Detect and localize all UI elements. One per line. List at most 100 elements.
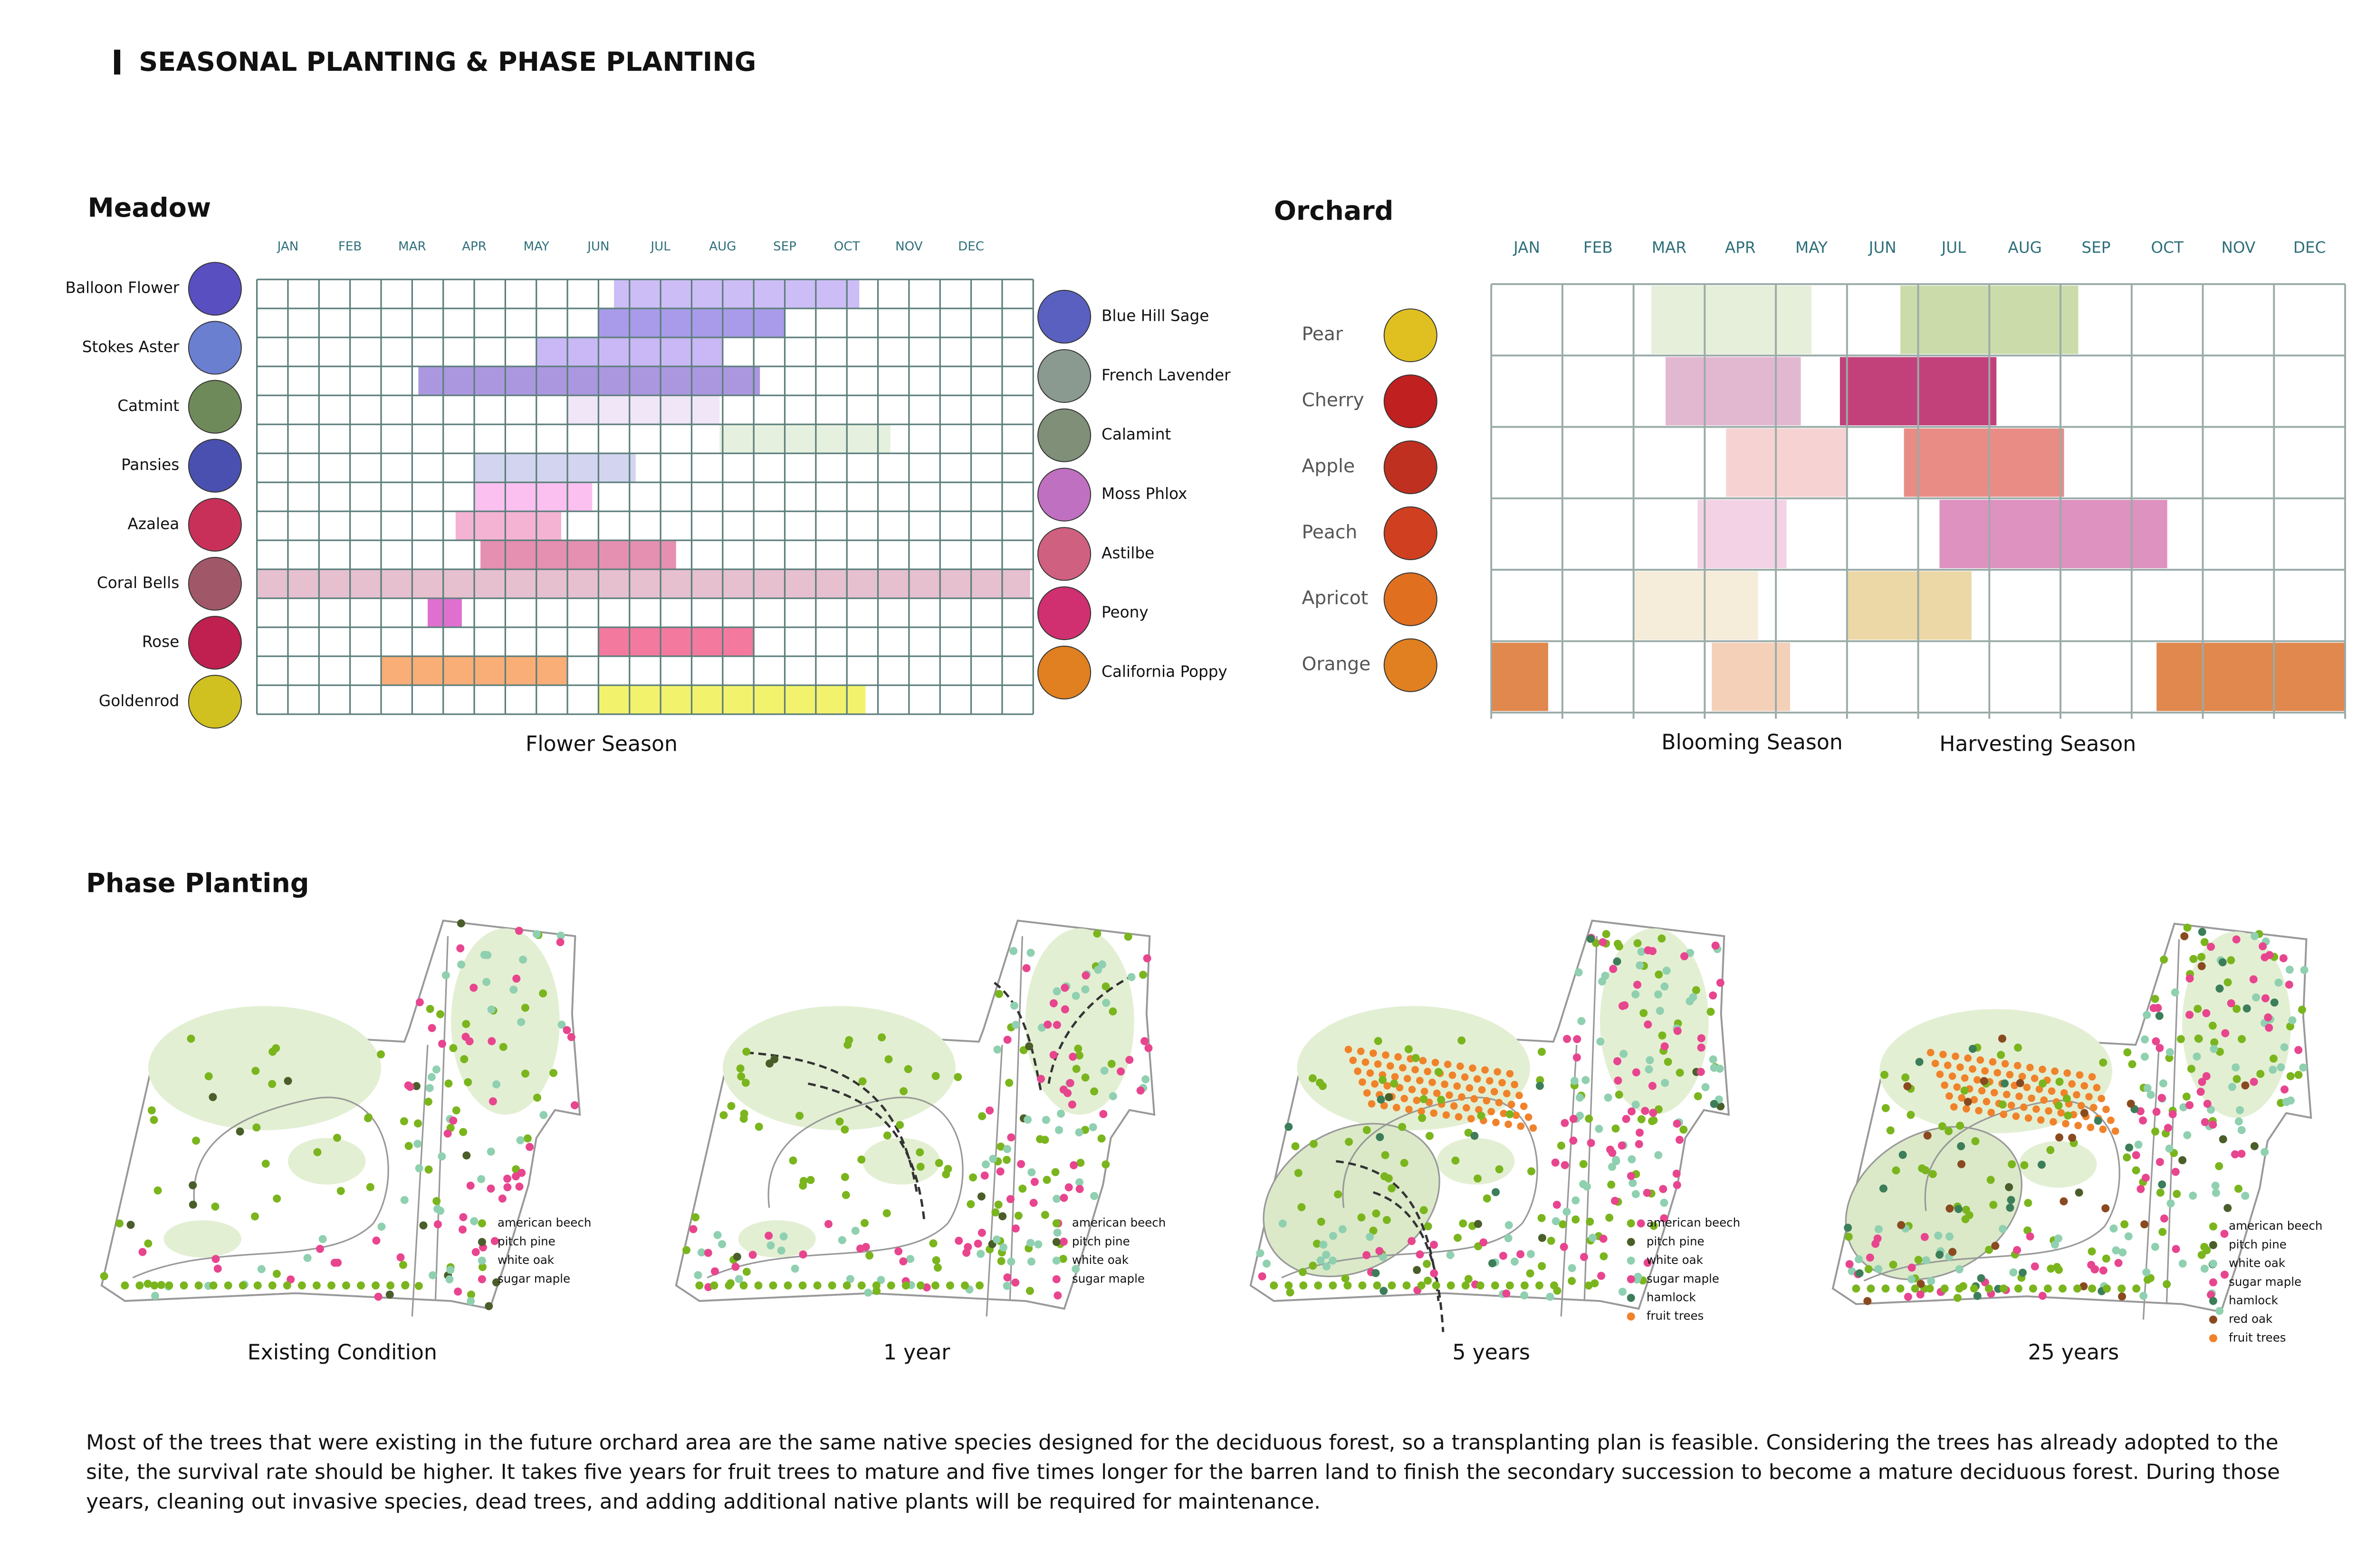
- tree-dot: [2178, 1156, 2187, 1165]
- tree-dot: [1345, 1138, 1353, 1146]
- tree-dot: [2157, 1094, 2166, 1102]
- tree-dot: [2018, 1269, 2027, 1277]
- tree-dot: [1697, 1043, 1705, 1052]
- tree-dot: [1637, 1115, 1646, 1124]
- tree-dot: [1579, 1180, 1588, 1188]
- tree-dot: [1423, 1260, 1431, 1268]
- tree-dot: [1886, 1126, 1895, 1135]
- fruit-tree: [1448, 1071, 1456, 1079]
- tree-dot: [1060, 1194, 1068, 1202]
- month-label: NOV: [2221, 239, 2256, 257]
- tree-dot: [2124, 1232, 2133, 1241]
- tree-dot: [2269, 1054, 2278, 1063]
- tree-dot: [1504, 1234, 1513, 1243]
- tree-dot: [1388, 1281, 1396, 1290]
- tree-dot: [1314, 1281, 1322, 1290]
- tree-dot: [1613, 957, 1621, 966]
- tree-dot: [449, 1116, 458, 1125]
- tree-dot: [1973, 1291, 1982, 1300]
- tree-dot: [1641, 1107, 1649, 1115]
- fruit-tree: [1419, 1057, 1427, 1065]
- tree-dot: [2160, 956, 2168, 964]
- path-line: [1281, 1097, 1538, 1279]
- tree-dot: [224, 1281, 232, 1290]
- plant-label: Astilbe: [1102, 544, 1154, 562]
- tree-dot: [742, 1047, 751, 1056]
- plant-photo: [188, 556, 242, 611]
- tree-dot: [697, 1248, 706, 1257]
- tree-dot: [2185, 1101, 2194, 1109]
- fruit-tree: [1981, 1067, 1989, 1075]
- tree-dot: [1904, 1292, 1912, 1301]
- tree-dot: [1618, 1141, 1626, 1150]
- tree-dot: [1377, 1095, 1385, 1104]
- tree-dot: [1614, 1076, 1622, 1085]
- tree-dot: [1867, 1284, 1875, 1293]
- tree-dot: [1309, 1262, 1317, 1270]
- tree-dot: [1334, 1190, 1342, 1199]
- fruit-tree: [2087, 1123, 2095, 1131]
- month-label: SEP: [2081, 239, 2110, 257]
- tree-dot: [399, 1261, 407, 1269]
- tree-dot: [1011, 1224, 1020, 1233]
- plant-photo: [188, 439, 242, 493]
- tree-dot: [1896, 1284, 1905, 1293]
- tree-dot: [779, 1232, 788, 1241]
- fruit-tree: [1461, 1073, 1469, 1081]
- tree-dot: [2294, 1046, 2303, 1054]
- tree-dot: [1569, 1115, 1578, 1123]
- fruit-tree: [1473, 1075, 1481, 1083]
- tree-dot: [1957, 1142, 1965, 1150]
- tree-dot: [1595, 1125, 1603, 1133]
- tree-dot: [1026, 948, 1035, 957]
- tree-dot: [2055, 1078, 2064, 1086]
- tree-dot: [1610, 1196, 1619, 1205]
- tree-dot: [2298, 1005, 2306, 1014]
- tree-dot: [1701, 1083, 1710, 1091]
- tree-dot: [2050, 1241, 2059, 1249]
- tree-dot: [489, 1097, 497, 1106]
- tree-dot: [2123, 1048, 2132, 1057]
- fruit-tree: [2015, 1092, 2023, 1100]
- description: Most of the trees that were existing in …: [86, 1431, 2280, 1514]
- fruit-tree: [1391, 1073, 1399, 1081]
- tree-dot: [488, 1037, 496, 1045]
- month-label: JUN: [1868, 239, 1897, 257]
- tree-dot: [157, 1281, 165, 1289]
- tree-dot: [1633, 1275, 1641, 1284]
- tree-dot: [991, 1208, 1000, 1217]
- tree-dot: [841, 1173, 849, 1181]
- month-label: APR: [1725, 239, 1756, 257]
- fruit-tree: [2098, 1095, 2106, 1102]
- legend-swatch: [2209, 1297, 2217, 1305]
- tree-dot: [2193, 1052, 2201, 1061]
- tree-dot: [2088, 1247, 2096, 1256]
- month-label: FEB: [1583, 239, 1613, 257]
- tree-dot: [2196, 1088, 2205, 1096]
- harvest-bar: [2156, 642, 2346, 711]
- tree-dot: [433, 1205, 442, 1213]
- tree-dot: [2146, 1090, 2155, 1099]
- tree-dot: [2099, 1058, 2108, 1067]
- tree-dot: [1109, 1092, 1117, 1100]
- tree-dot: [1661, 1079, 1669, 1087]
- fruit-tree: [1950, 1103, 1958, 1111]
- tree-dot: [2079, 1282, 2088, 1291]
- tree-dot: [851, 1226, 860, 1235]
- tree-dot: [1655, 970, 1663, 979]
- tree-dot: [462, 1151, 471, 1160]
- tree-dot: [1317, 1217, 1325, 1226]
- tree-dot: [2223, 978, 2232, 986]
- tree-dot: [877, 1276, 885, 1284]
- tree-dot: [1329, 1232, 1337, 1240]
- fruit-tree: [1344, 1045, 1352, 1053]
- tree-dot: [1362, 1251, 1371, 1259]
- tree-dot: [385, 1291, 394, 1299]
- tree-dot: [1424, 1222, 1432, 1231]
- tree-dot: [1611, 1124, 1620, 1133]
- tree-dot: [2218, 958, 2227, 966]
- fruit-tree: [1458, 1093, 1466, 1101]
- plant-label: French Lavender: [1102, 366, 1231, 384]
- tree-dot: [1590, 1279, 1599, 1288]
- tree-dot: [1980, 1077, 1988, 1085]
